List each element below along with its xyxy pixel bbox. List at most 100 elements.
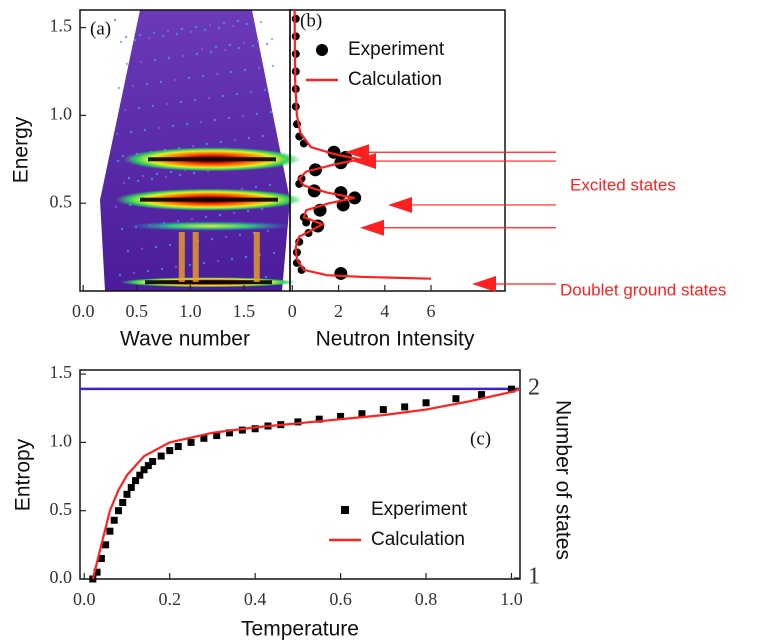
x-tick-label: 0.0 (72, 301, 95, 321)
speckle (187, 76, 191, 80)
x-tick-label: 0.0 (73, 589, 96, 609)
speckle (223, 48, 227, 52)
spike (253, 232, 260, 282)
arrow-head (472, 275, 496, 292)
arrow-head (352, 153, 376, 170)
y-axis-title: Entropy (12, 438, 35, 511)
speckle (146, 269, 150, 273)
speckle (168, 243, 172, 247)
data-point (157, 452, 165, 460)
speckle (230, 257, 234, 261)
data-point (93, 568, 101, 576)
speckle (244, 255, 248, 259)
speckle (167, 56, 171, 60)
x-axis-title: Neutron Intensity (316, 328, 475, 351)
x-tick-label: 0.6 (329, 589, 352, 609)
speckle (233, 138, 237, 142)
speckle (125, 62, 129, 66)
band-glow (125, 221, 295, 232)
speckle (232, 211, 236, 215)
speckle (251, 44, 255, 48)
data-point (97, 555, 105, 563)
speckle (123, 108, 127, 112)
data-point (106, 527, 114, 535)
speckle (231, 24, 235, 28)
speckle (140, 247, 144, 251)
speckle (115, 132, 119, 136)
legend-label: Calculation (371, 529, 465, 550)
speckle (236, 19, 240, 23)
data-point (174, 442, 182, 450)
band (115, 188, 303, 211)
data-point (149, 458, 157, 466)
panel-label: (a) (90, 18, 111, 39)
data-point (379, 406, 387, 414)
speckle (192, 171, 196, 175)
speckle (122, 181, 126, 185)
y2-tick-label: 1 (528, 564, 540, 590)
speckle (203, 28, 207, 32)
speckle (271, 64, 275, 68)
speckle (188, 263, 192, 267)
y-tick-label: 1.0 (50, 431, 73, 451)
speckle (137, 106, 141, 110)
speckle (229, 70, 233, 74)
speckle (204, 215, 208, 219)
x-tick-label: 0.2 (158, 589, 181, 609)
speckle (159, 80, 163, 84)
speckle (210, 237, 214, 241)
y-tick-label: 1.5 (50, 362, 73, 382)
data-point (507, 385, 515, 393)
x-tick-label: 0.4 (244, 589, 267, 609)
speckle (189, 30, 193, 34)
speckle (255, 112, 259, 116)
legend-marker (316, 44, 328, 56)
speckle (268, 183, 272, 187)
plot-frame (289, 9, 506, 292)
speckle (213, 118, 217, 122)
speckle (175, 32, 179, 36)
legend-marker (341, 506, 349, 514)
speckle (180, 27, 184, 31)
speckle (185, 122, 189, 126)
band-core (140, 197, 278, 202)
speckle (235, 92, 239, 96)
speckle (153, 58, 157, 62)
speckle (218, 213, 222, 217)
speckle (139, 60, 143, 64)
speckle (161, 34, 165, 38)
speckle (143, 128, 147, 132)
speckle (131, 84, 135, 88)
speckle (238, 233, 242, 237)
speckle (245, 22, 249, 26)
data-point (226, 429, 234, 437)
speckle (209, 50, 213, 54)
speckle (145, 82, 149, 86)
x-tick-label: 0 (288, 301, 297, 321)
speckle (222, 21, 226, 25)
speckle (121, 154, 125, 158)
speckle (237, 46, 241, 50)
x-tick-label: 2 (334, 301, 343, 321)
data-point (127, 483, 135, 491)
speckle (191, 144, 195, 148)
speckle (243, 68, 247, 72)
annotation: Doublet ground states (560, 280, 726, 299)
speckle (224, 235, 228, 239)
y-tick-label: 0.5 (50, 499, 73, 519)
speckle (165, 102, 169, 106)
y-tick-label: 1.5 (50, 16, 73, 36)
data-point (213, 432, 221, 440)
x-tick-label: 1.5 (233, 301, 256, 321)
data-point (119, 499, 127, 507)
x-axis-title: Temperature (241, 618, 359, 641)
speckle (138, 33, 142, 37)
speckle (263, 88, 267, 92)
data-point (140, 466, 148, 474)
speckle (215, 72, 219, 76)
speckle (118, 273, 122, 277)
speckle (113, 18, 117, 22)
data-point (187, 438, 195, 446)
x-tick-label: 6 (427, 301, 436, 321)
speckle (216, 259, 220, 263)
